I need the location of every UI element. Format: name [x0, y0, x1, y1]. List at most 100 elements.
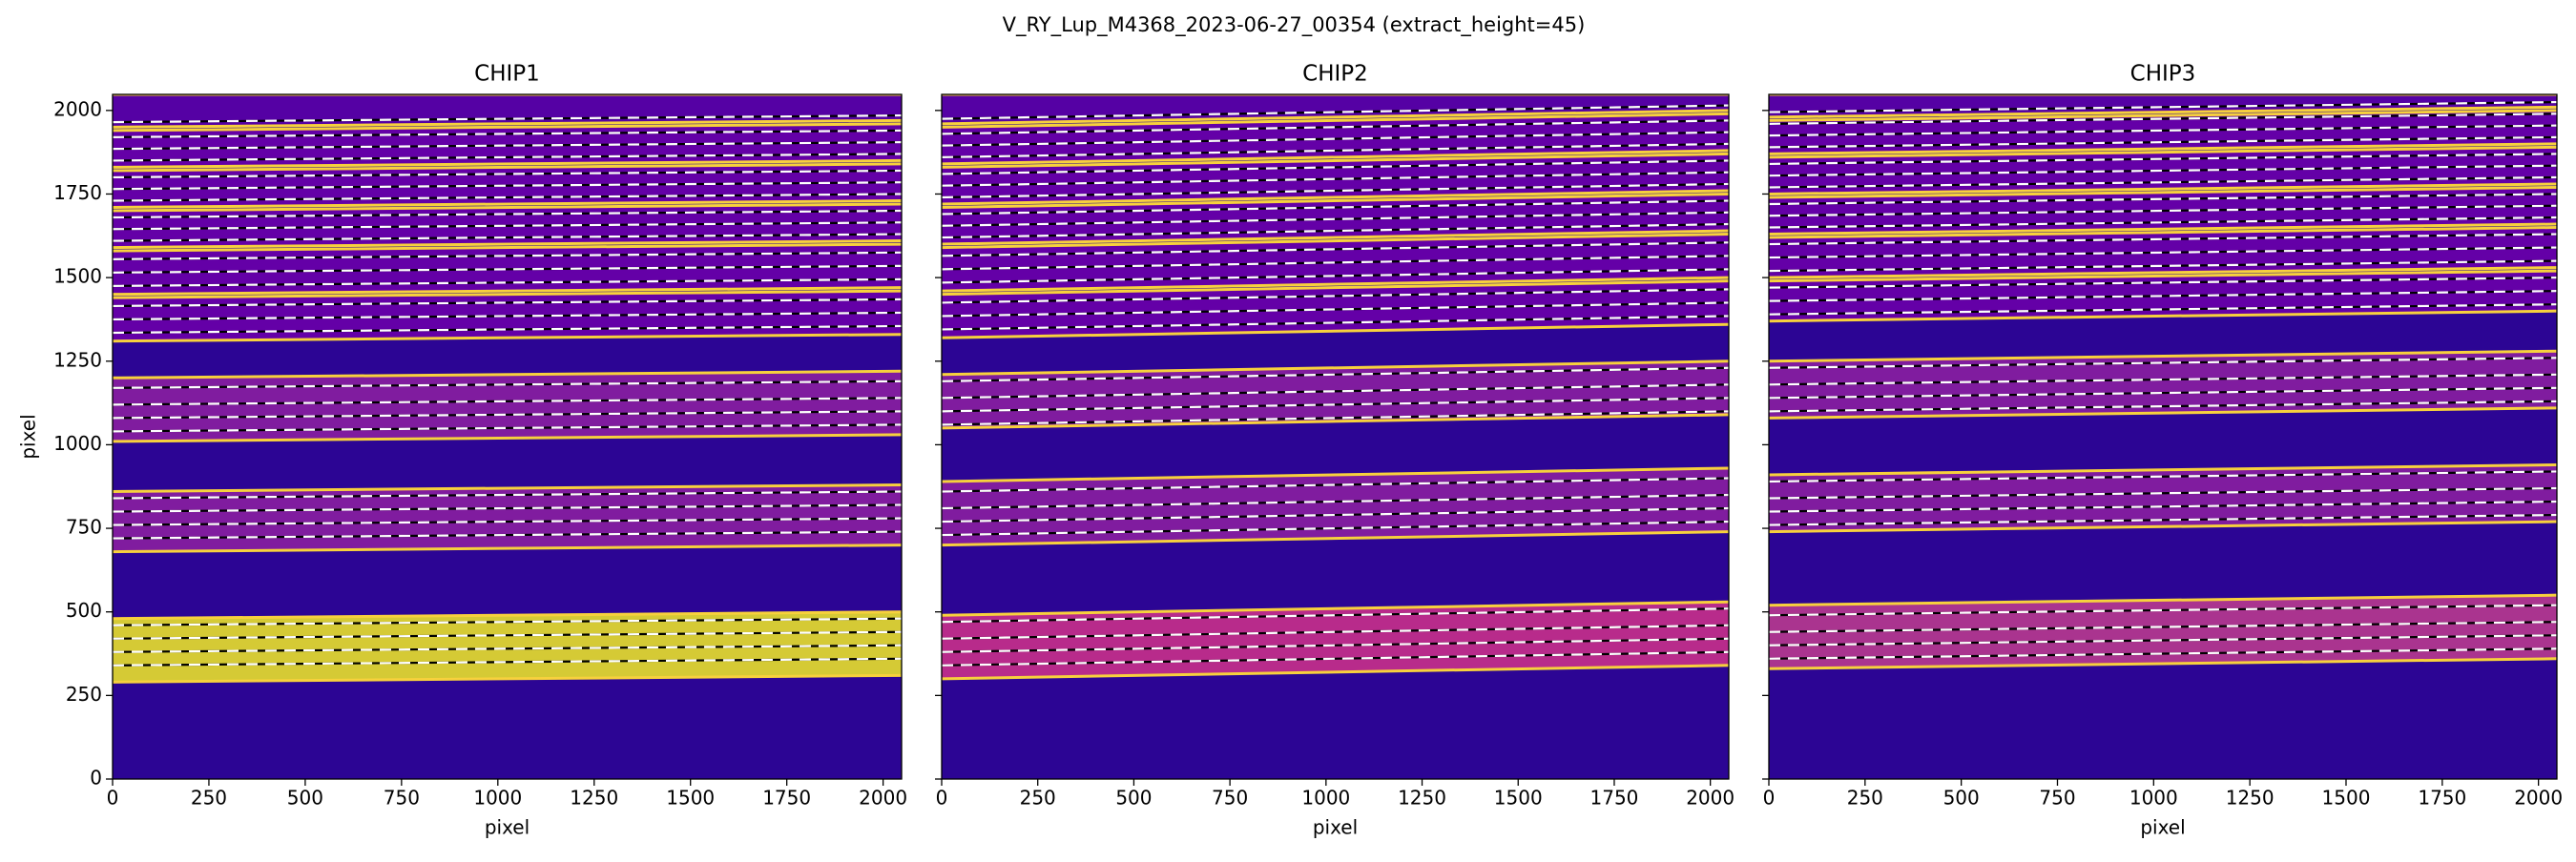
- order-edge: [1769, 657, 2557, 670]
- trace: [942, 268, 1729, 284]
- trace: [113, 380, 902, 389]
- order-edge: [1769, 105, 2557, 119]
- order-edge: [942, 466, 1729, 483]
- trace: [942, 607, 1729, 624]
- x-tick-label: 1000: [2129, 787, 2178, 810]
- trace: [1769, 634, 2557, 646]
- x-axis-label: pixel: [2140, 816, 2185, 839]
- trace: [1769, 513, 2557, 526]
- order-edge: [113, 289, 902, 299]
- trace: [1769, 259, 2557, 273]
- x-axis-label: pixel: [485, 816, 530, 839]
- x-tick-label: 750: [1212, 787, 1248, 810]
- trace: [113, 181, 902, 191]
- order-edge: [1769, 222, 2557, 236]
- trace: [942, 315, 1729, 331]
- spectral-order: [1769, 94, 2557, 117]
- order-edge: [113, 482, 902, 493]
- trace: [942, 301, 1729, 318]
- trace: [942, 477, 1729, 493]
- trace: [1769, 135, 2557, 149]
- trace: [113, 311, 902, 321]
- order-edge: [942, 359, 1729, 377]
- image: [942, 94, 1729, 779]
- trace: [942, 520, 1729, 537]
- x-tick-label: 1750: [1590, 787, 1639, 810]
- order-edge: [113, 433, 902, 443]
- trace: [942, 119, 1729, 135]
- x-tick-label: 500: [1115, 787, 1152, 810]
- trace: [942, 199, 1729, 216]
- spectral-order: [942, 602, 1729, 679]
- trace: [113, 141, 902, 151]
- trace: [113, 169, 902, 179]
- spectral-order: [1769, 351, 2557, 419]
- x-tick-label: 1500: [666, 787, 715, 810]
- order-edge: [942, 530, 1729, 547]
- trace: [1769, 100, 2557, 113]
- trace: [1769, 164, 2557, 177]
- x-tick-label: 1250: [570, 787, 618, 810]
- trace: [942, 506, 1729, 523]
- trace: [113, 423, 902, 433]
- order-edge: [942, 112, 1729, 129]
- order-edge: [1769, 182, 2557, 195]
- spectral-order: [1769, 464, 2557, 532]
- x-tick-label: 1000: [473, 787, 522, 810]
- trace: [113, 530, 902, 540]
- trace: [942, 383, 1729, 400]
- trace: [113, 410, 902, 420]
- order-edge: [113, 369, 902, 380]
- trace: [113, 251, 902, 260]
- figure-title: V_RY_Lup_M4368_2023-06-27_00354 (extract…: [1003, 13, 1586, 37]
- x-tick-label: 1250: [1398, 787, 1446, 810]
- trace: [1769, 500, 2557, 513]
- trace: [113, 503, 902, 513]
- trace: [1769, 604, 2557, 617]
- y-tick-label: 1500: [53, 265, 102, 288]
- trace: [942, 159, 1729, 175]
- trace: [1769, 113, 2557, 125]
- trace: [1769, 647, 2557, 660]
- order-edge: [1769, 269, 2557, 283]
- y-tick-label: 1250: [53, 348, 102, 371]
- panel-title: CHIP1: [474, 62, 540, 87]
- trace: [113, 517, 902, 526]
- trace: [113, 298, 902, 308]
- trace: [1769, 193, 2557, 206]
- order-edge: [1769, 309, 2557, 323]
- order-edge: [942, 189, 1729, 206]
- trace: [113, 644, 902, 653]
- order-edge: [113, 118, 902, 129]
- x-tick-label: 250: [191, 787, 227, 810]
- trace: [113, 129, 902, 138]
- spectral-order: [113, 371, 902, 441]
- panel: CHIP2 0 250 500 750 1000 1250 1500 1750 2000 pixel: [935, 62, 1735, 839]
- order-edge: [942, 192, 1729, 209]
- order-edge: [1769, 145, 2557, 159]
- trace: [113, 264, 902, 274]
- y-tick-label: 250: [66, 683, 102, 706]
- order-edge: [113, 242, 902, 253]
- image: [1769, 94, 2557, 779]
- panel: CHIP1 0 250 500 750 1000 1250 1500 1750 2000 0 250 5…: [17, 62, 908, 839]
- x-tick-label: 750: [2039, 787, 2075, 810]
- x-tick-label: 1750: [2418, 787, 2466, 810]
- trace: [942, 366, 1729, 382]
- order-edge: [942, 322, 1729, 339]
- x-tick-label: 0: [936, 787, 948, 810]
- order-edge: [1769, 406, 2557, 420]
- x-tick-label: 2000: [859, 787, 907, 810]
- axes-frame: [1768, 93, 2558, 780]
- trace: [1769, 290, 2557, 302]
- trace: [942, 255, 1729, 271]
- order-edge: [1769, 266, 2557, 279]
- order-edge: [113, 202, 902, 213]
- order-edge: [113, 239, 902, 250]
- order-edge: [1769, 520, 2557, 534]
- trace: [113, 221, 902, 231]
- trace: [113, 397, 902, 406]
- trace: [1769, 470, 2557, 483]
- x-tick-label: 1250: [2226, 787, 2275, 810]
